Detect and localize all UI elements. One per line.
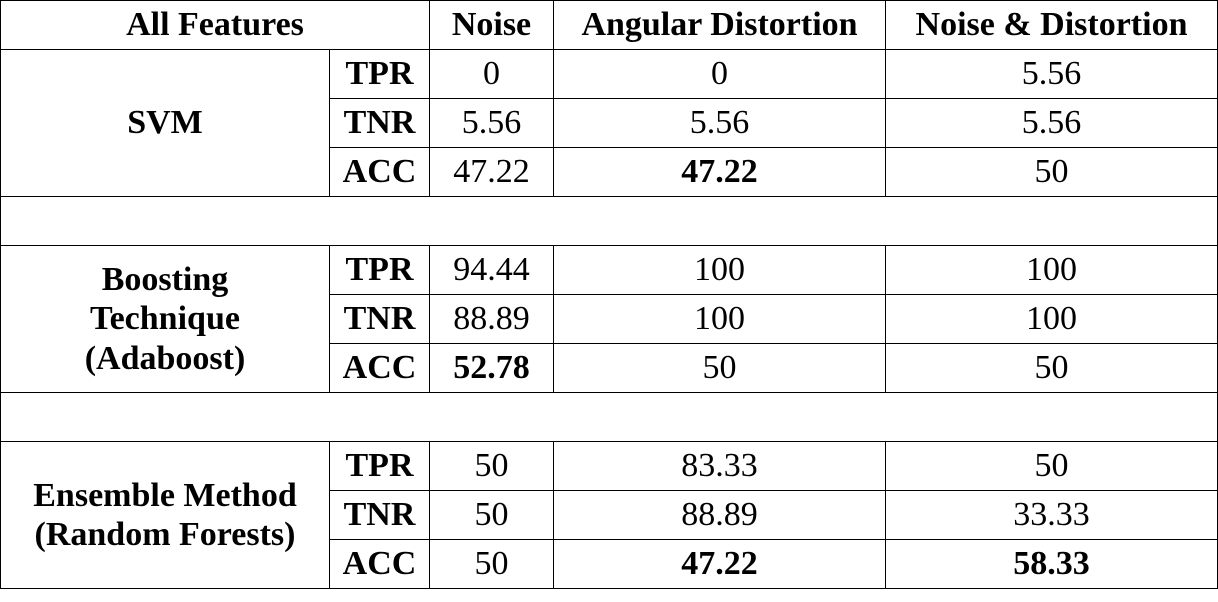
value-cell-angular-distortion: 47.22 (553, 539, 886, 589)
value-cell-noise-and-distortion: 50 (885, 147, 1218, 197)
metric-label: ACC (329, 147, 430, 197)
value-cell-noise-and-distortion: 100 (885, 245, 1218, 295)
value-cell-noise-and-distortion: 50 (885, 441, 1218, 491)
value-cell-noise-and-distortion: 33.33 (885, 490, 1218, 540)
value-cell-angular-distortion: 50 (553, 343, 886, 393)
value-cell-noise: 94.44 (429, 245, 554, 295)
metric-label: ACC (329, 539, 430, 589)
header-row: All Features Noise Angular Distortion No… (0, 0, 1218, 50)
spacer-cell (0, 392, 1218, 442)
value-cell-noise: 50 (429, 490, 554, 540)
value-cell-angular-distortion: 5.56 (553, 98, 886, 148)
value-cell-noise: 88.89 (429, 294, 554, 344)
value-cell-angular-distortion: 0 (553, 49, 886, 99)
table-row: Boosting Technique (Adaboost) TPR 94.44 100 10… (0, 245, 1218, 393)
model-name-line: Ensemble Method (33, 476, 297, 514)
corner-header: All Features (0, 0, 430, 50)
value-cell-noise: 50 (429, 441, 554, 491)
model-name-cell: SVM (0, 49, 330, 197)
value-cell-noise-and-distortion: 5.56 (885, 49, 1218, 99)
column-header-angular-distortion: Angular Distortion (553, 0, 886, 50)
table-row: TNR 50 88.89 33.33 (1, 490, 1218, 540)
metric-label: TNR (329, 294, 430, 344)
model-name-line: SVM (127, 104, 203, 142)
spacer-row (0, 196, 1218, 246)
value-cell-noise: 5.56 (429, 98, 554, 148)
table-row: TNR 88.89 100 100 (1, 294, 1218, 344)
metric-label: ACC (329, 343, 430, 393)
column-header-noise-and-distortion: Noise & Distortion (885, 0, 1218, 50)
model-name-line: Technique (90, 300, 240, 338)
model-name-line: Boosting (101, 261, 229, 299)
results-table: All Features Noise Angular Distortion No… (0, 0, 1218, 589)
metric-label: TNR (329, 490, 430, 540)
value-cell-angular-distortion: 47.22 (553, 147, 886, 197)
value-cell-noise: 50 (429, 539, 554, 589)
value-cell-noise-and-distortion: 100 (885, 294, 1218, 344)
table-row: SVM TPR 0 0 5.56 (0, 49, 1218, 197)
value-cell-noise-and-distortion: 50 (885, 343, 1218, 393)
metric-label: TPR (329, 245, 430, 295)
value-cell-angular-distortion: 100 (553, 245, 886, 295)
value-cell-noise-and-distortion: 58.33 (885, 539, 1218, 589)
column-header-noise: Noise (429, 0, 554, 50)
value-cell-noise: 47.22 (429, 147, 554, 197)
metric-label: TPR (329, 441, 430, 491)
model-name-cell: Boosting Technique (Adaboost) (0, 245, 330, 393)
metric-label: TPR (329, 49, 430, 99)
value-cell-noise: 0 (429, 49, 554, 99)
model-name-line: (Adaboost) (84, 339, 246, 377)
value-cell-noise: 52.78 (429, 343, 554, 393)
spacer-cell (0, 196, 1218, 246)
value-cell-angular-distortion: 83.33 (553, 441, 886, 491)
table-row: ACC 50 47.22 58.33 (1, 539, 1218, 589)
value-cell-angular-distortion: 88.89 (553, 490, 886, 540)
table-row: Ensemble Method (Random Forests) TPR 50 83.3… (0, 441, 1218, 589)
table-row: ACC 52.78 50 50 (1, 343, 1218, 393)
value-cell-angular-distortion: 100 (553, 294, 886, 344)
value-cell-noise-and-distortion: 5.56 (885, 98, 1218, 148)
model-name-cell: Ensemble Method (Random Forests) (0, 441, 330, 589)
metric-label: TNR (329, 98, 430, 148)
model-name-line: (Random Forests) (34, 516, 296, 553)
spacer-row (0, 392, 1218, 442)
